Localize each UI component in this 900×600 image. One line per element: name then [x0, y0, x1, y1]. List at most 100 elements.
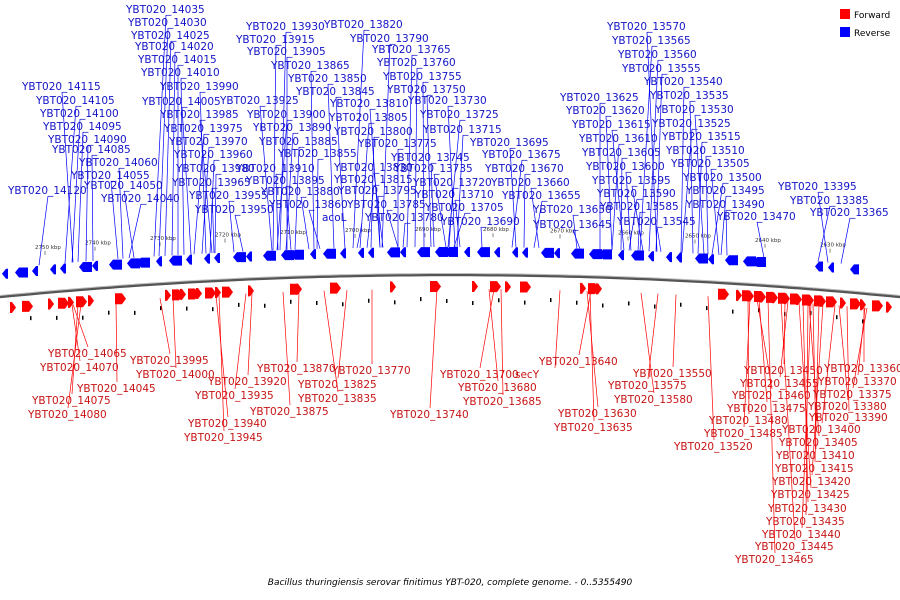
forward-gene-arrow: [180, 288, 186, 300]
forward-leader-line: [578, 291, 592, 356]
reverse-leader-line: [523, 173, 526, 248]
reverse-gene-arrow: [32, 265, 38, 276]
reverse-gene-arrow: [512, 247, 518, 258]
reverse-gene-arrow: [850, 264, 859, 275]
forward-leader-line: [838, 305, 849, 401]
reverse-gene-arrow: [464, 247, 470, 258]
reverse-gene-label: YBT020_13670: [484, 163, 564, 175]
reverse-gene-label: YBT020_13790: [349, 33, 429, 45]
tick-label: 2660 kbp: [618, 230, 644, 236]
reverse-leader-line: [201, 146, 210, 254]
reverse-leader-line: [697, 141, 703, 254]
reverse-gene-label: YBT020_13750: [386, 84, 466, 96]
reverse-gene-label: YBT020_13725: [419, 109, 499, 121]
forward-gene-arrow: [808, 294, 814, 306]
reverse-gene-arrow: [137, 257, 150, 268]
reverse-gene-label: YBT020_13505: [670, 158, 750, 170]
forward-gene-arrow: [760, 291, 766, 303]
reverse-gene-arrow: [666, 252, 672, 263]
forward-gene-label: YBT020_13455: [739, 378, 819, 390]
forward-gene-arrow: [222, 286, 233, 298]
reverse-gene-arrow: [599, 249, 612, 260]
reverse-leader-line: [656, 226, 662, 252]
forward-gene-label: YBT020_13380: [807, 401, 887, 413]
forward-leader-line: [672, 294, 677, 368]
reverse-leader-line: [655, 73, 663, 252]
reverse-gene-label: YBT020_13565: [611, 35, 691, 47]
forward-gene-arrow: [580, 282, 586, 294]
reverse-gene-arrow: [358, 247, 364, 258]
reverse-gene-label: YBT020_14020: [134, 41, 214, 53]
forward-gene-label: YBT020_13635: [553, 422, 633, 434]
reverse-gene-label: YBT020_14120: [7, 185, 87, 197]
reverse-gene-label: YBT020_13745: [390, 152, 470, 164]
reverse-leader-line: [171, 51, 176, 256]
forward-leader-line: [756, 299, 773, 390]
forward-leader-line: [159, 298, 171, 355]
reverse-leader-line: [199, 91, 207, 254]
reverse-gene-label: YBT020_14050: [83, 180, 163, 192]
reverse-gene-arrow: [631, 250, 644, 261]
reverse-gene-arrow: [50, 264, 56, 275]
tick-label: 2700 kbp: [345, 228, 371, 234]
reverse-gene-label: YBT020_13690: [440, 216, 520, 228]
forward-leader-line: [586, 291, 599, 408]
position-marker: [628, 301, 630, 306]
position-marker: [342, 302, 344, 307]
reverse-gene-label: YBT020_14030: [127, 17, 207, 29]
reverse-gene-arrow: [340, 248, 346, 259]
backbone-line: [0, 273, 900, 299]
reverse-gene-label: YBT020_13855: [277, 148, 357, 160]
forward-leader-line: [488, 289, 499, 382]
reverse-gene-label: YBT020_13930: [245, 21, 325, 33]
reverse-gene-arrow: [186, 254, 192, 265]
tick-label: 2670 kbp: [550, 228, 576, 234]
reverse-gene-label: YBT020_14010: [140, 67, 220, 79]
reverse-leader-line: [294, 146, 300, 250]
reverse-gene-arrow: [204, 253, 210, 264]
reverse-gene-label: YBT020_13730: [407, 95, 487, 107]
chromosome-backbone: [0, 273, 900, 299]
tick-label: 2690 kbp: [415, 227, 441, 233]
legend-reverse-label: Reverse: [854, 29, 891, 39]
reverse-leader-line: [631, 185, 644, 252]
reverse-gene-label: YBT020_13925: [219, 95, 299, 107]
reverse-gene-label: YBT020_13890: [252, 122, 332, 134]
position-marker: [836, 315, 838, 320]
reverse-gene-label: YBT020_13760: [376, 57, 456, 69]
reverse-gene-arrow: [233, 252, 246, 263]
reverse-leader-line: [181, 106, 192, 255]
reverse-gene-arrow: [156, 256, 162, 267]
forward-leader-line: [234, 293, 247, 390]
reverse-leader-line: [300, 196, 310, 250]
position-marker: [420, 297, 422, 302]
forward-gene-label: YBT020_13475: [726, 403, 806, 415]
reverse-leader-line: [414, 67, 418, 248]
reverse-leader-line: [308, 209, 321, 249]
legend-forward-label: Forward: [854, 11, 890, 21]
position-marker: [524, 300, 526, 305]
reverse-leader-line: [279, 31, 287, 251]
reverse-leader-line: [285, 185, 292, 250]
forward-gene-label: YBT020_13450: [743, 365, 823, 377]
reverse-leader-line: [681, 128, 693, 253]
position-marker: [134, 310, 136, 315]
position-marker: [212, 307, 214, 312]
reverse-gene-label: YBT020_13720: [412, 177, 492, 189]
reverse-gene-arrow: [246, 251, 252, 262]
position-marker: [446, 299, 448, 304]
reverse-gene-label: YBT020_14090: [47, 134, 127, 146]
reverse-gene-label: YBT020_13865: [270, 60, 350, 72]
reverse-gene-label: YBT020_14005: [141, 96, 221, 108]
reverse-leader-line: [453, 212, 466, 248]
reverse-gene-label: YBT020_14035: [125, 4, 205, 16]
forward-gene-arrow: [215, 286, 221, 298]
forward-gene-arrow: [165, 289, 171, 301]
reverse-gene-label: YBT020_13950: [194, 204, 274, 216]
reverse-gene-arrow: [589, 249, 602, 260]
forward-gene-arrow: [886, 301, 892, 313]
position-marker: [680, 302, 682, 307]
reverse-leader-line: [711, 182, 724, 255]
reverse-gene-arrow: [291, 249, 304, 260]
